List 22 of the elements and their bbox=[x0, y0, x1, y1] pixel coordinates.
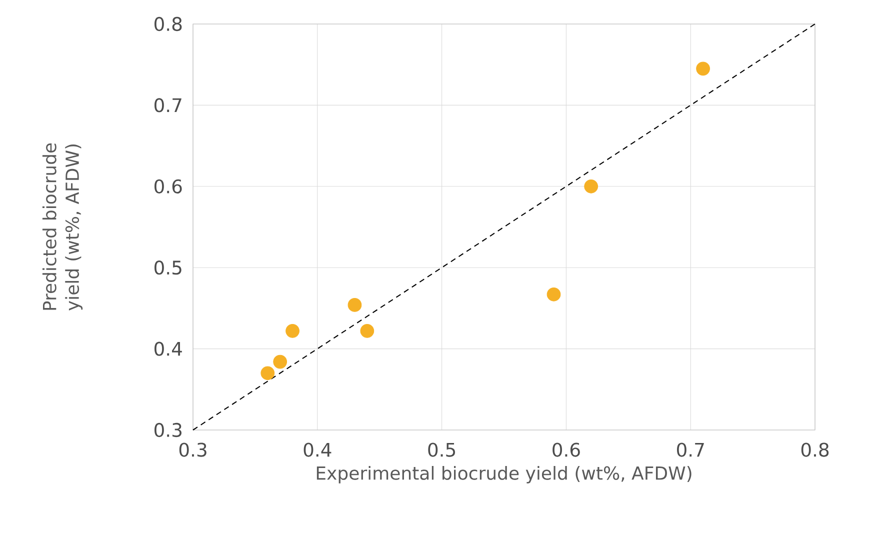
y-tick-label: 0.6 bbox=[154, 179, 182, 194]
point bbox=[546, 287, 561, 302]
y-tick-label: 0.3 bbox=[154, 422, 182, 438]
y-tick-label: 0.8 bbox=[154, 16, 182, 32]
point bbox=[273, 354, 288, 369]
x-tick-label: 0.5 bbox=[428, 442, 456, 457]
y-tick-label: 0.5 bbox=[154, 260, 182, 275]
x-tick-label: 0.3 bbox=[179, 442, 206, 457]
y-axis-title: Predicted biocrude yield (wt%, AFDW) bbox=[42, 143, 83, 311]
point bbox=[348, 298, 362, 312]
x-tick-label: 0.8 bbox=[801, 442, 829, 457]
x-axis-title: Experimental biocrude yield (wt%, AFDW) bbox=[316, 466, 692, 484]
y-tick-label: 0.7 bbox=[154, 98, 182, 112]
point bbox=[584, 179, 598, 194]
y-tick-label: 0.4 bbox=[154, 342, 182, 356]
point bbox=[286, 324, 300, 338]
point bbox=[696, 62, 710, 76]
point bbox=[360, 324, 374, 338]
x-tick-label: 0.7 bbox=[676, 442, 704, 457]
point bbox=[260, 366, 275, 380]
x-tick-label: 0.6 bbox=[552, 442, 580, 457]
x-tick-label: 0.4 bbox=[304, 442, 332, 457]
